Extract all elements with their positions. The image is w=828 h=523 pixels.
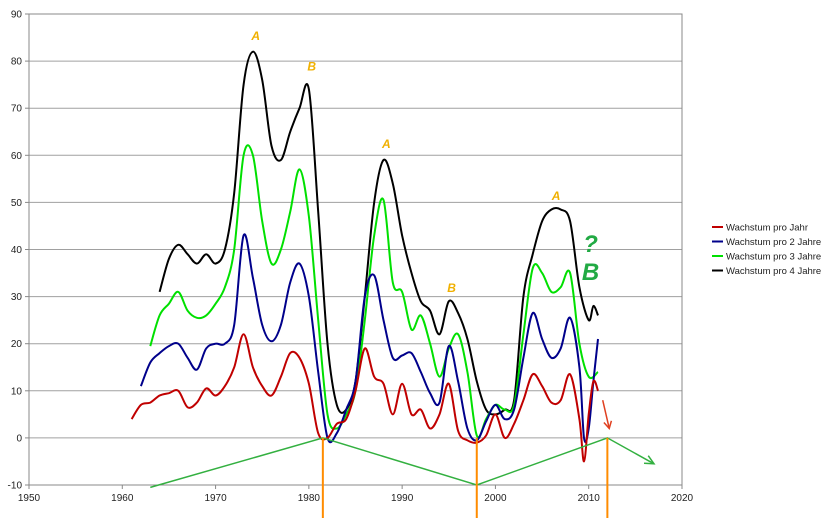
- series-line-3: [149, 144, 599, 439]
- x-tick-label: 2020: [671, 493, 694, 504]
- y-tick-label: 10: [11, 386, 23, 397]
- annotation-label: B: [582, 259, 599, 286]
- annotation-label: A: [381, 137, 391, 151]
- annotation-label: B: [447, 281, 456, 295]
- legend-entry: Wachstum pro 2 Jahre: [726, 237, 821, 248]
- trend-arrow-head: [643, 455, 656, 465]
- annotation-label: B: [307, 60, 316, 74]
- legend: Wachstum pro Jahr Wachstum pro 2 Jahre Wac…: [712, 223, 821, 277]
- y-tick-label: 80: [11, 57, 23, 68]
- legend-entry: Wachstum pro 4 Jahre: [726, 266, 821, 277]
- annotation-label: ?: [583, 231, 598, 258]
- x-tick-label: 2010: [578, 493, 601, 504]
- plot-frame: [28, 13, 683, 486]
- legend-entry: Wachstum pro Jahr: [726, 223, 808, 234]
- x-tick-label: 1970: [204, 493, 227, 504]
- y-tick-label: 20: [11, 339, 23, 350]
- y-tick-label: 60: [11, 151, 23, 162]
- x-tick-label: 1980: [298, 493, 321, 504]
- series-layer: [130, 50, 599, 463]
- axis-layer: -10 0 10 20 30 40 50 60 70 80 90 1950 1960 1970 1980 19…: [8, 10, 694, 505]
- legend-entry: Wachstum pro 3 Jahre: [726, 252, 821, 263]
- x-tick-label: 2000: [484, 493, 507, 504]
- x-tick-label: 1950: [18, 493, 41, 504]
- x-tick-label: 1990: [391, 493, 414, 504]
- series-line-2: [139, 233, 599, 444]
- y-tick-label: 70: [11, 104, 23, 115]
- series-line-1: [130, 333, 599, 463]
- y-tick-label: 0: [16, 433, 22, 444]
- series-line-4: [158, 50, 599, 416]
- red-arrow: [601, 400, 610, 429]
- y-tick-label: 40: [11, 245, 23, 256]
- x-tick-label: 1960: [111, 493, 134, 504]
- trend-line: [150, 437, 655, 489]
- y-tick-label: -10: [8, 481, 23, 492]
- annotation-label: A: [250, 29, 260, 43]
- annotation-label: A: [551, 189, 561, 203]
- y-tick-label: 50: [11, 198, 23, 209]
- y-tick-label: 30: [11, 292, 23, 303]
- red-arrow-head: [603, 420, 613, 431]
- y-tick-label: 90: [11, 10, 23, 21]
